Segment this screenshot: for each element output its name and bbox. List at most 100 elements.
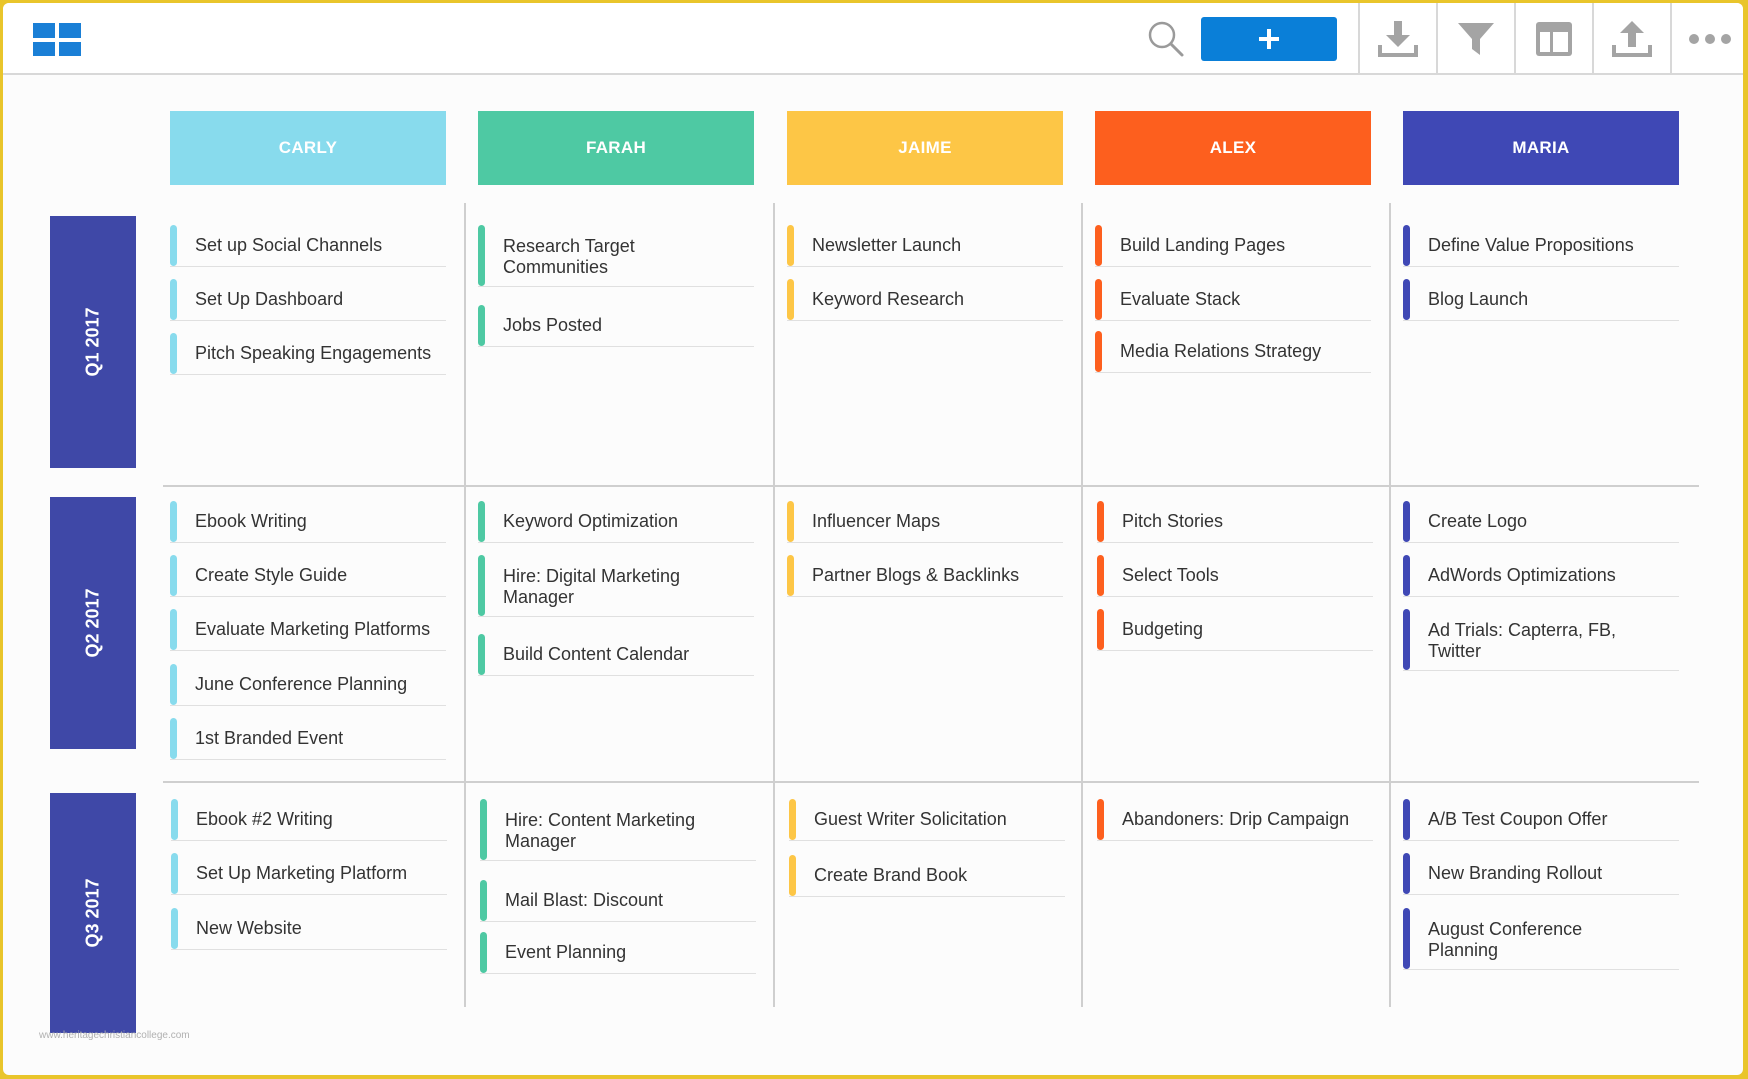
task-card[interactable]: Media Relations Strategy xyxy=(1095,331,1371,373)
task-card[interactable]: Partner Blogs & Backlinks xyxy=(787,555,1063,597)
task-label: Keyword Research xyxy=(812,289,965,309)
task-card[interactable]: Evaluate Stack xyxy=(1095,279,1371,321)
task-card[interactable]: Create Logo xyxy=(1403,501,1679,543)
column-header-carly[interactable]: CARLY xyxy=(170,111,446,185)
task-label: Guest Writer Solicitation xyxy=(814,809,1007,829)
task-card[interactable]: Event Planning xyxy=(480,932,756,974)
more-icon[interactable] xyxy=(1670,3,1743,75)
task-card[interactable]: Newsletter Launch xyxy=(787,225,1063,267)
task-label: Evaluate Marketing Platforms xyxy=(195,619,431,639)
task-card[interactable]: June Conference Planning xyxy=(170,664,446,706)
task-card[interactable]: Research Target Communities xyxy=(478,225,754,287)
quarter-label-q3[interactable]: Q3 2017 xyxy=(50,793,136,1033)
column-header-farah[interactable]: FARAH xyxy=(478,111,754,185)
column-divider xyxy=(464,203,466,1007)
task-label: Ebook Writing xyxy=(195,511,307,531)
task-label: Set up Social Channels xyxy=(195,235,383,255)
task-label: Build Landing Pages xyxy=(1120,235,1286,255)
column-header-alex[interactable]: ALEX xyxy=(1095,111,1371,185)
task-card[interactable]: A/B Test Coupon Offer xyxy=(1403,799,1679,841)
task-label: August Conference Planning xyxy=(1428,918,1583,960)
task-label: Jobs Posted xyxy=(503,315,603,335)
grid-logo-icon[interactable] xyxy=(33,23,81,56)
task-label: June Conference Planning xyxy=(195,674,408,694)
task-label: Create Logo xyxy=(1428,511,1528,531)
task-card[interactable]: Ebook Writing xyxy=(170,501,446,543)
task-card[interactable]: Set Up Dashboard xyxy=(170,279,446,321)
upload-icon[interactable] xyxy=(1592,3,1670,75)
filter-icon[interactable] xyxy=(1436,3,1514,75)
task-card[interactable]: Ebook #2 Writing xyxy=(171,799,447,841)
task-label: Keyword Optimization xyxy=(503,511,679,531)
task-card[interactable]: Blog Launch xyxy=(1403,279,1679,321)
task-label: New Website xyxy=(196,918,302,938)
task-card[interactable]: August Conference Planning xyxy=(1403,908,1679,970)
task-label: Evaluate Stack xyxy=(1120,289,1241,309)
task-label: Abandoners: Drip Campaign xyxy=(1122,809,1350,829)
task-label: Create Brand Book xyxy=(814,865,968,885)
task-label: Newsletter Launch xyxy=(812,235,962,255)
task-card[interactable]: Pitch Speaking Engagements xyxy=(170,333,446,375)
task-label: Influencer Maps xyxy=(812,511,941,531)
task-label: New Branding Rollout xyxy=(1428,863,1603,883)
task-label: Pitch Speaking Engagements xyxy=(195,343,432,363)
task-card[interactable]: Keyword Optimization xyxy=(478,501,754,543)
task-card[interactable]: Build Landing Pages xyxy=(1095,225,1371,267)
task-label: Media Relations Strategy xyxy=(1120,341,1322,361)
quarter-label-text: Q2 2017 xyxy=(82,588,103,658)
quarter-label-q2[interactable]: Q2 2017 xyxy=(50,497,136,749)
task-label: AdWords Optimizations xyxy=(1428,565,1616,585)
task-label: Mail Blast: Discount xyxy=(505,890,664,910)
row-divider xyxy=(163,485,1699,487)
task-label: Select Tools xyxy=(1122,565,1219,585)
column-header-jaime[interactable]: JAIME xyxy=(787,111,1063,185)
task-card[interactable]: Jobs Posted xyxy=(478,305,754,347)
layout-icon[interactable] xyxy=(1514,3,1592,75)
task-card[interactable]: Influencer Maps xyxy=(787,501,1063,543)
quarter-label-text: Q3 2017 xyxy=(82,878,103,948)
add-button[interactable] xyxy=(1201,17,1337,61)
task-card[interactable]: New Branding Rollout xyxy=(1403,853,1679,895)
task-label: Hire: Digital Marketing Manager xyxy=(503,565,681,607)
task-card[interactable]: Define Value Propositions xyxy=(1403,225,1679,267)
task-label: Hire: Content Marketing Manager xyxy=(505,809,696,851)
task-label: Create Style Guide xyxy=(195,565,348,585)
task-card[interactable]: Pitch Stories xyxy=(1097,501,1373,543)
task-card[interactable]: Set Up Marketing Platform xyxy=(171,853,447,895)
task-label: Partner Blogs & Backlinks xyxy=(812,565,1020,585)
task-card[interactable]: Build Content Calendar xyxy=(478,634,754,676)
task-label: Blog Launch xyxy=(1428,289,1529,309)
task-card[interactable]: Evaluate Marketing Platforms xyxy=(170,609,446,651)
task-card[interactable]: Set up Social Channels xyxy=(170,225,446,267)
column-divider xyxy=(773,203,775,1007)
task-card[interactable]: Create Brand Book xyxy=(789,855,1065,897)
column-header-maria[interactable]: MARIA xyxy=(1403,111,1679,185)
task-card[interactable]: Select Tools xyxy=(1097,555,1373,597)
search-icon[interactable] xyxy=(1146,19,1186,59)
column-divider xyxy=(1081,203,1083,1007)
task-card[interactable]: Hire: Content Marketing Manager xyxy=(480,799,756,861)
task-card[interactable]: AdWords Optimizations xyxy=(1403,555,1679,597)
task-card[interactable]: Guest Writer Solicitation xyxy=(789,799,1065,841)
task-label: Ebook #2 Writing xyxy=(196,809,333,829)
task-label: Ad Trials: Capterra, FB, Twitter xyxy=(1428,619,1617,661)
task-card[interactable]: Keyword Research xyxy=(787,279,1063,321)
task-label: Budgeting xyxy=(1122,619,1204,639)
task-card[interactable]: 1st Branded Event xyxy=(170,718,446,760)
toolbar xyxy=(3,3,1743,75)
column-divider xyxy=(1389,203,1391,1007)
task-card[interactable]: New Website xyxy=(171,908,447,950)
task-card[interactable]: Create Style Guide xyxy=(170,555,446,597)
quarter-label-text: Q1 2017 xyxy=(82,307,103,377)
task-card[interactable]: Mail Blast: Discount xyxy=(480,880,756,922)
task-card[interactable]: Budgeting xyxy=(1097,609,1373,651)
task-label: Event Planning xyxy=(505,942,627,962)
task-card[interactable]: Abandoners: Drip Campaign xyxy=(1097,799,1373,841)
task-label: Set Up Marketing Platform xyxy=(196,863,408,883)
download-icon[interactable] xyxy=(1358,3,1436,75)
task-card[interactable]: Hire: Digital Marketing Manager xyxy=(478,555,754,617)
task-label: Set Up Dashboard xyxy=(195,289,344,309)
task-card[interactable]: Ad Trials: Capterra, FB, Twitter xyxy=(1403,609,1679,671)
task-label: Define Value Propositions xyxy=(1428,235,1634,255)
quarter-label-q1[interactable]: Q1 2017 xyxy=(50,216,136,468)
